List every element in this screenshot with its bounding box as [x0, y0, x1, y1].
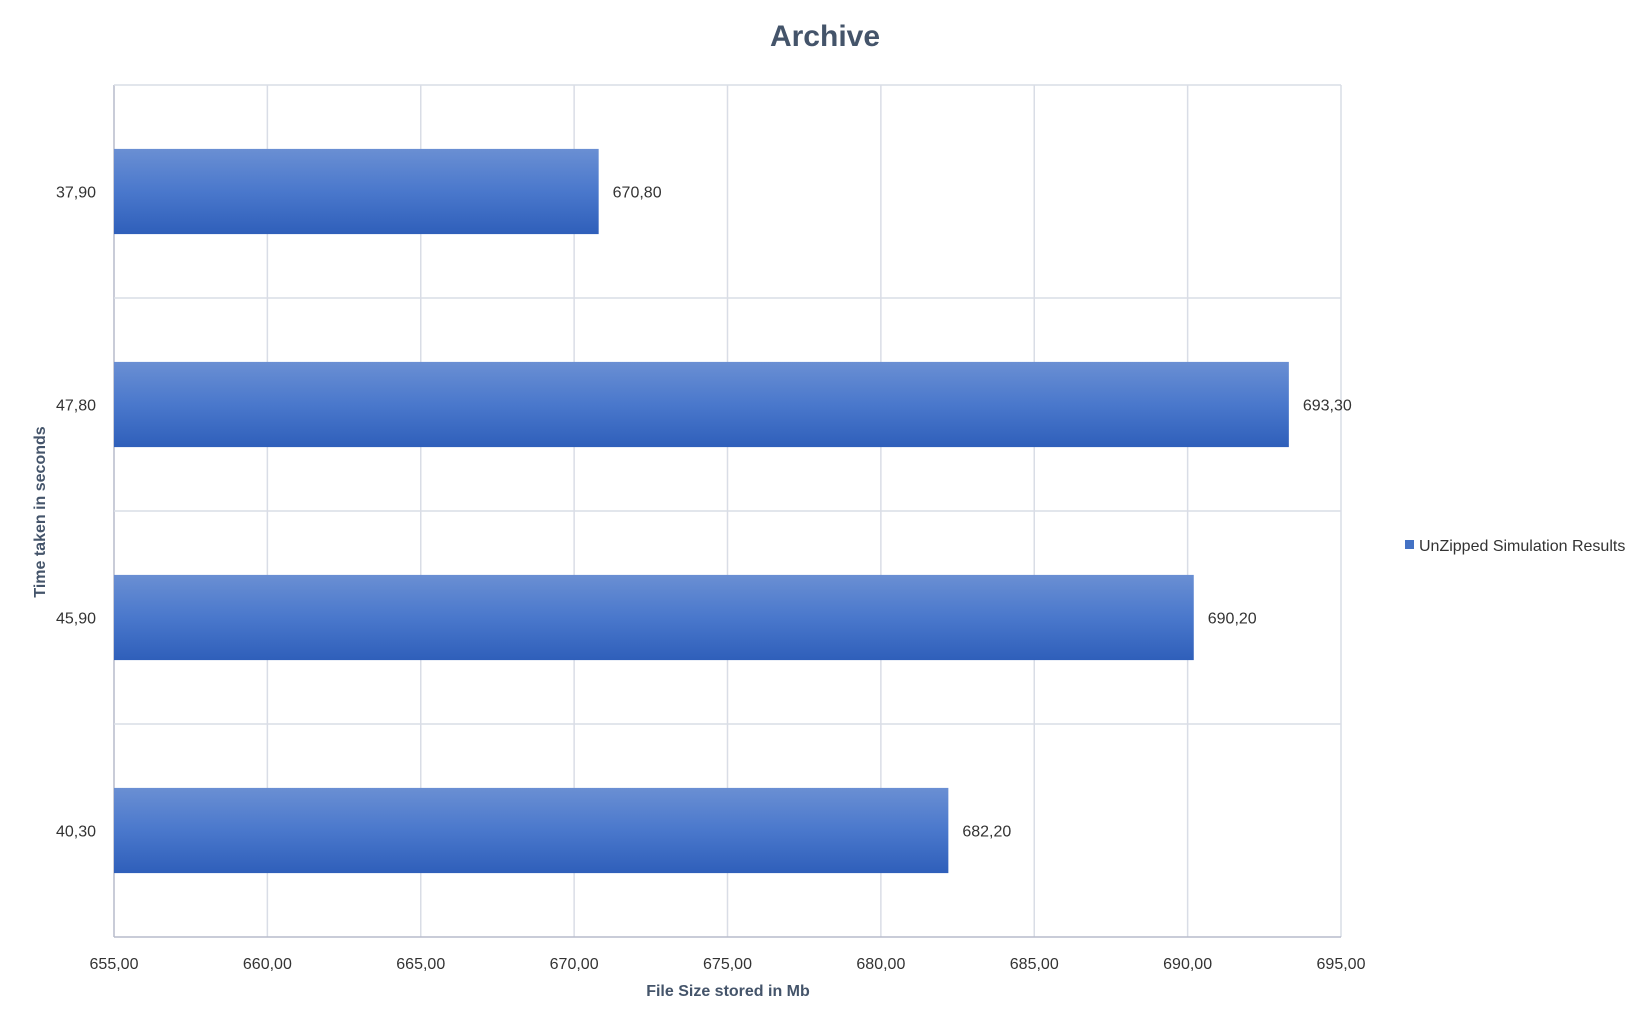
data-label: 670,80 — [613, 185, 662, 202]
y-tick-label: 40,30 — [56, 824, 96, 841]
gridlines — [113, 84, 1342, 938]
x-tick-label: 670,00 — [550, 956, 599, 973]
legend-swatch — [1405, 540, 1414, 549]
x-axis-title: File Size stored in Mb — [646, 983, 810, 1000]
bar — [114, 148, 599, 235]
x-tick-label: 675,00 — [703, 956, 752, 973]
y-tick-label: 37,90 — [56, 185, 96, 202]
x-tick-label: 685,00 — [1010, 956, 1059, 973]
bar — [114, 787, 949, 874]
data-labels: 670,80 693,30 690,20 682,20 — [613, 185, 1352, 841]
bar — [114, 574, 1194, 661]
axis-ticks: 655,00 660,00 665,00 670,00 675,00 680,00 685,… — [56, 185, 1366, 974]
x-tick-label: 690,00 — [1163, 956, 1212, 973]
x-tick-label: 660,00 — [243, 956, 292, 973]
x-tick-label: 680,00 — [856, 956, 905, 973]
chart-title: Archive — [770, 20, 880, 53]
x-tick-label: 665,00 — [396, 956, 445, 973]
data-label: 682,20 — [962, 824, 1011, 841]
y-tick-label: 45,90 — [56, 611, 96, 628]
legend-label: UnZipped Simulation Results — [1419, 538, 1625, 555]
y-axis-title: Time taken in seconds — [32, 426, 49, 597]
x-tick-label: 655,00 — [90, 956, 139, 973]
y-tick-label: 47,80 — [56, 398, 96, 415]
bar — [114, 361, 1289, 448]
data-label: 693,30 — [1303, 398, 1352, 415]
legend: UnZipped Simulation Results — [1405, 538, 1625, 555]
x-tick-label: 695,00 — [1317, 956, 1366, 973]
bars — [114, 148, 1289, 874]
data-label: 690,20 — [1208, 611, 1257, 628]
